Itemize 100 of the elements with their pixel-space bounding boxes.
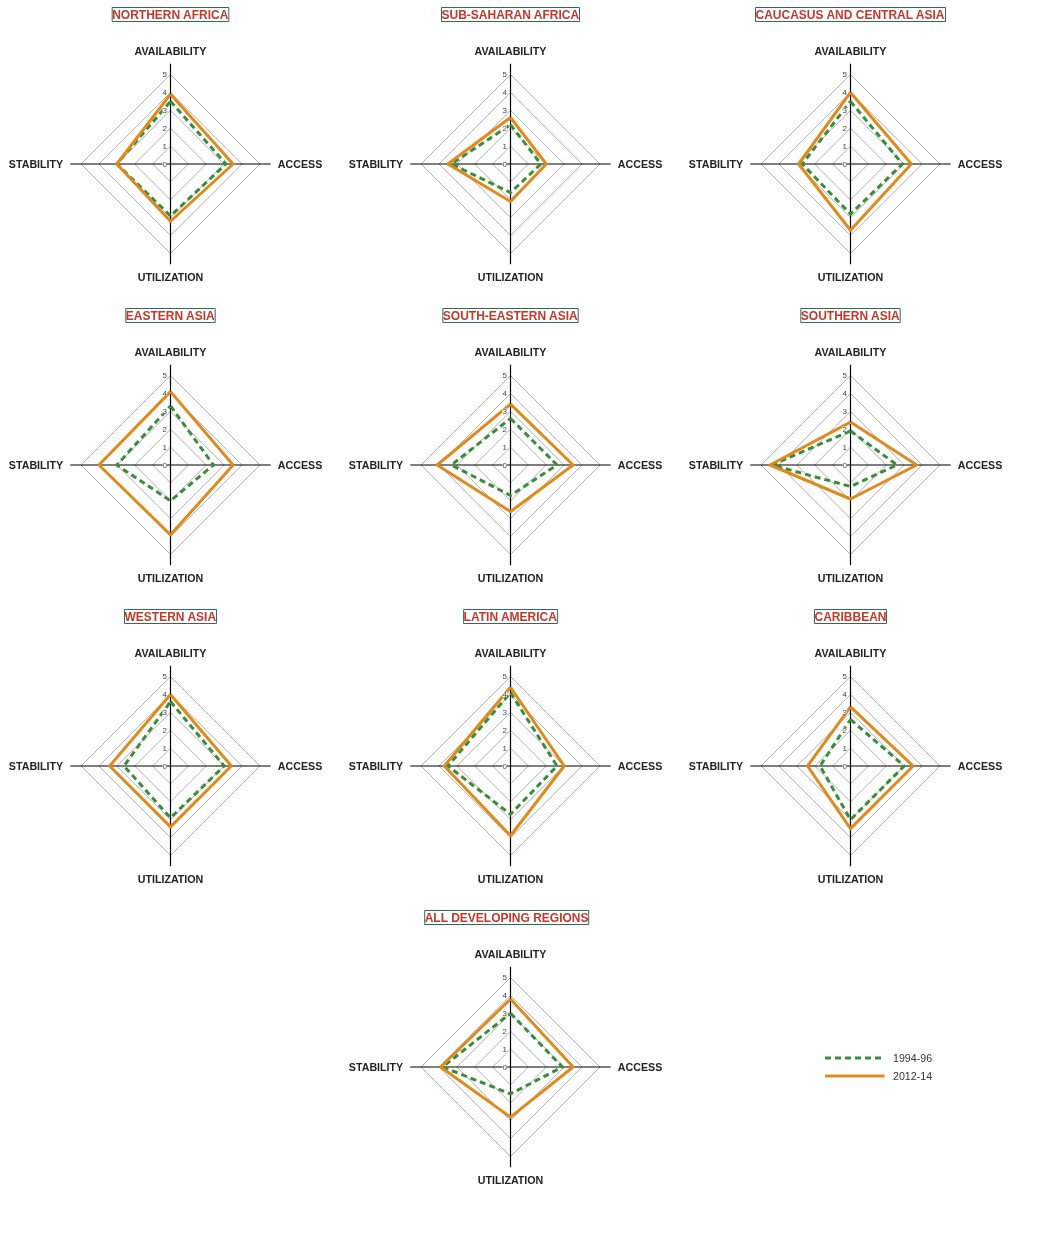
spoke-label: ACCESS [617, 459, 663, 471]
y-tick-label: 3 [162, 105, 168, 115]
y-tick-label: 3 [162, 406, 168, 416]
y-tick-label: 5 [842, 672, 848, 682]
y-tick-label: 5 [162, 70, 168, 80]
spoke-label: AVAILABILITY [134, 345, 207, 358]
y-tick-label: 1 [502, 743, 508, 753]
y-tick-label: 1 [502, 141, 508, 151]
y-tick-label: 5 [162, 371, 168, 381]
spoke-label: STABILITY [8, 158, 64, 170]
y-tick-label: 2 [502, 1026, 508, 1036]
spoke-label: AVAILABILITY [474, 44, 547, 57]
y-tick-label: 3 [162, 707, 168, 717]
spoke-label: UTILIZATION [477, 271, 544, 284]
y-tick-label: 1 [842, 141, 848, 151]
spoke-label: UTILIZATION [817, 572, 884, 585]
y-tick-label: 4 [842, 87, 848, 97]
y-tick-label: 5 [502, 672, 508, 682]
y-tick-label: 1 [162, 743, 168, 753]
y-tick-label: 5 [162, 672, 168, 682]
y-tick-label: 1 [502, 1044, 508, 1054]
y-tick-label: 5 [502, 371, 508, 381]
chart-title: EASTERN ASIA [125, 308, 216, 323]
y-tick-label: 4 [502, 87, 508, 97]
spoke-label: AVAILABILITY [134, 44, 207, 57]
y-tick-label: 0 [842, 460, 848, 470]
y-tick-label: 2 [502, 424, 508, 434]
chart-title: CARIBBEAN [814, 609, 887, 624]
y-tick-label: 4 [842, 388, 848, 398]
y-tick-label: 4 [502, 388, 508, 398]
y-tick-label: 3 [502, 707, 508, 717]
spoke-label: AVAILABILITY [474, 345, 547, 358]
y-tick-label: 5 [502, 70, 508, 80]
text: 2012-14 [893, 1069, 933, 1082]
y-tick-label: 4 [162, 388, 168, 398]
y-tick-label: 1 [162, 442, 168, 452]
spoke-label: STABILITY [348, 760, 404, 772]
spoke-label: AVAILABILITY [134, 646, 207, 659]
text: 1994-96 [893, 1052, 933, 1065]
spoke-label: STABILITY [8, 760, 64, 772]
chart-title: SOUTHERN ASIA [800, 308, 901, 323]
spoke-label: ACCESS [957, 760, 1003, 772]
y-tick-label: 5 [842, 371, 848, 381]
y-tick-label: 0 [502, 460, 508, 470]
spoke-label: AVAILABILITY [814, 44, 887, 57]
spoke-label: UTILIZATION [137, 873, 204, 886]
y-tick-label: 5 [502, 973, 508, 983]
chart-title: LATIN AMERICA [463, 609, 558, 624]
y-tick-label: 2 [162, 424, 168, 434]
spoke-label: AVAILABILITY [814, 646, 887, 659]
spoke-label: STABILITY [8, 459, 64, 471]
spoke-label: STABILITY [688, 459, 744, 471]
spoke-label: ACCESS [277, 459, 323, 471]
y-tick-label: 2 [502, 725, 508, 735]
y-tick-label: 0 [502, 1062, 508, 1072]
y-tick-label: 3 [502, 406, 508, 416]
spoke-label: UTILIZATION [137, 271, 204, 284]
chart-title: SOUTH-EASTERN ASIA [442, 308, 579, 323]
spoke-label: UTILIZATION [477, 873, 544, 886]
y-tick-label: 2 [162, 725, 168, 735]
spoke-label: STABILITY [348, 459, 404, 471]
chart-title: ALL DEVELOPING REGIONS [424, 910, 589, 925]
y-tick-label: 2 [842, 424, 848, 434]
y-tick-label: 0 [842, 761, 848, 771]
spoke-label: AVAILABILITY [474, 947, 547, 960]
spoke-label: ACCESS [617, 158, 663, 170]
y-tick-label: 4 [502, 990, 508, 1000]
spoke-label: STABILITY [348, 1061, 404, 1073]
spoke-label: ACCESS [277, 760, 323, 772]
y-tick-label: 3 [842, 105, 848, 115]
spoke-label: UTILIZATION [477, 572, 544, 585]
spoke-label: UTILIZATION [137, 572, 204, 585]
chart-title: NORTHERN AFRICA [112, 7, 229, 22]
chart-title: SUB-SAHARAN AFRICA [441, 7, 580, 22]
y-tick-label: 3 [842, 406, 848, 416]
y-tick-label: 4 [502, 689, 508, 699]
y-tick-label: 2 [842, 725, 848, 735]
y-tick-label: 5 [842, 70, 848, 80]
spoke-label: UTILIZATION [817, 873, 884, 886]
spoke-label: ACCESS [957, 459, 1003, 471]
chart-title: CAUCASUS AND CENTRAL ASIA [755, 7, 945, 22]
spoke-label: STABILITY [688, 158, 744, 170]
y-tick-label: 2 [162, 123, 168, 133]
spoke-label: ACCESS [277, 158, 323, 170]
y-tick-label: 0 [842, 159, 848, 169]
y-tick-label: 2 [842, 123, 848, 133]
spoke-label: UTILIZATION [477, 1174, 544, 1187]
y-tick-label: 1 [162, 141, 168, 151]
y-tick-label: 2 [502, 123, 508, 133]
y-tick-label: 3 [502, 1008, 508, 1018]
y-tick-label: 4 [162, 87, 168, 97]
y-tick-label: 0 [502, 159, 508, 169]
y-tick-label: 1 [502, 442, 508, 452]
y-tick-label: 3 [502, 105, 508, 115]
spoke-label: AVAILABILITY [474, 646, 547, 659]
spoke-label: ACCESS [617, 1061, 663, 1073]
y-tick-label: 0 [162, 460, 168, 470]
y-tick-label: 0 [502, 761, 508, 771]
y-tick-label: 0 [162, 159, 168, 169]
y-tick-label: 1 [842, 743, 848, 753]
